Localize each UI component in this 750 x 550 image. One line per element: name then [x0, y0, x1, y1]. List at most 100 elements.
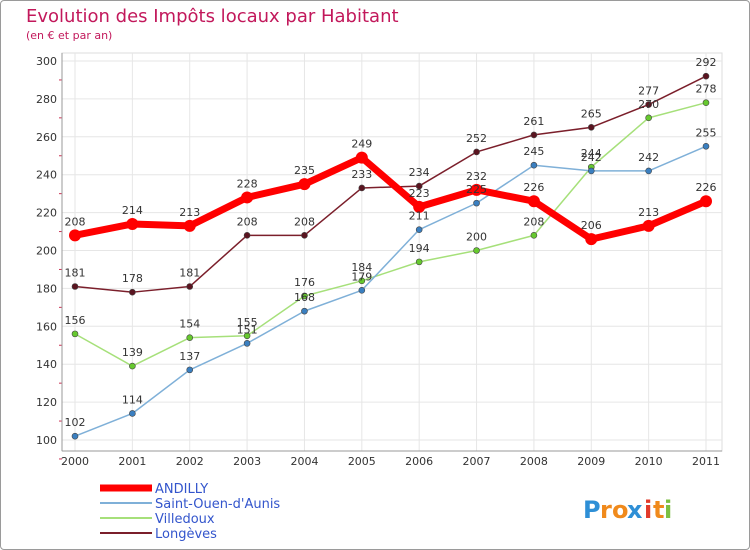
- data-label-villedoux: 139: [122, 346, 143, 359]
- x-tick-label: 2001: [118, 455, 146, 468]
- data-point-villedoux: [702, 99, 710, 106]
- data-point-saint-ouen-d-aunis: [702, 142, 710, 150]
- data-point-villedoux: [415, 258, 423, 266]
- series-line-saint-ouen-d-aunis: [74, 145, 707, 437]
- data-label-saint-ouen-d-aunis: 151: [237, 323, 258, 336]
- data-point-andilly: [642, 219, 655, 232]
- data-label-long-ves: 178: [122, 272, 143, 285]
- data-point-saint-ouen-d-aunis: [473, 199, 480, 207]
- data-point-villedoux: [358, 277, 366, 285]
- chart-subtitle: (en € et par an): [26, 29, 112, 42]
- x-tick-label: 2011: [692, 455, 720, 468]
- data-labels: 181 178 181 208 208 233 234 252 261 265 277 292 156 1…: [65, 56, 717, 429]
- y-tick-label: 300: [36, 55, 57, 68]
- data-point-villedoux: [71, 330, 79, 338]
- data-point-andilly: [413, 200, 426, 213]
- data-point-andilly: [183, 219, 196, 232]
- data-label-long-ves: 181: [179, 267, 200, 280]
- data-label-andilly: 228: [237, 177, 258, 190]
- data-point-villedoux: [129, 362, 136, 370]
- data-point-andilly: [126, 217, 139, 230]
- data-point-long-ves: [587, 124, 595, 131]
- data-point-long-ves: [358, 184, 366, 192]
- x-tick-label: 2004: [290, 455, 318, 468]
- y-tick-label: 280: [36, 93, 57, 106]
- data-point-saint-ouen-d-aunis: [415, 226, 423, 233]
- data-point-andilly: [298, 178, 311, 191]
- data-label-villedoux: 200: [466, 231, 487, 244]
- data-point-long-ves: [186, 283, 194, 290]
- y-tick-label: 140: [36, 358, 57, 371]
- x-tick-label: 2002: [176, 455, 204, 468]
- data-point-villedoux: [645, 114, 652, 122]
- data-label-long-ves: 208: [237, 215, 258, 228]
- data-label-villedoux: 208: [523, 215, 544, 228]
- x-tick-label: 2006: [405, 455, 433, 468]
- data-point-saint-ouen-d-aunis: [71, 432, 79, 440]
- logo-letter: o: [612, 496, 629, 524]
- data-label-saint-ouen-d-aunis: 225: [466, 183, 487, 196]
- data-point-saint-ouen-d-aunis: [301, 307, 308, 315]
- x-tick-label: 2005: [348, 455, 376, 468]
- data-label-saint-ouen-d-aunis: 242: [581, 151, 602, 164]
- y-tick-label: 160: [36, 320, 57, 333]
- legend: ANDILLYSaint-Ouen-d'AunisVilledouxLongèv…: [100, 482, 280, 542]
- data-point-saint-ouen-d-aunis: [645, 167, 652, 175]
- data-label-villedoux: 278: [696, 83, 717, 96]
- data-point-saint-ouen-d-aunis: [587, 167, 595, 175]
- data-point-long-ves: [473, 148, 480, 156]
- data-label-andilly: 208: [65, 215, 86, 228]
- data-point-andilly: [700, 195, 712, 208]
- data-label-saint-ouen-d-aunis: 168: [294, 291, 315, 304]
- data-label-andilly: 226: [696, 181, 717, 194]
- data-label-andilly: 226: [523, 181, 544, 194]
- data-label-andilly: 213: [638, 206, 659, 219]
- logo-letter: r: [600, 496, 612, 524]
- x-tick-label: 2007: [463, 455, 491, 468]
- data-label-andilly: 213: [179, 206, 200, 219]
- data-label-saint-ouen-d-aunis: 179: [351, 270, 372, 283]
- data-point-long-ves: [71, 283, 79, 290]
- data-point-villedoux: [186, 334, 194, 341]
- logo-letter: i: [644, 496, 652, 524]
- data-label-long-ves: 234: [409, 166, 430, 179]
- grid: [62, 53, 722, 451]
- data-point-long-ves: [415, 182, 423, 190]
- logo-letter: i: [664, 496, 672, 524]
- data-label-andilly: 214: [122, 204, 143, 217]
- data-label-long-ves: 277: [638, 85, 659, 98]
- x-tick-label: 2000: [61, 455, 89, 468]
- logo-letter: x: [627, 496, 643, 524]
- data-point-andilly: [527, 195, 540, 208]
- data-point-saint-ouen-d-aunis: [129, 410, 136, 417]
- data-point-long-ves: [530, 131, 538, 139]
- data-point-villedoux: [301, 292, 308, 300]
- series-line-long-ves: [74, 75, 707, 293]
- data-point-andilly: [355, 151, 368, 164]
- y-tick-label: 100: [36, 434, 57, 447]
- data-point-villedoux: [473, 247, 480, 254]
- data-label-long-ves: 265: [581, 107, 602, 120]
- data-point-long-ves: [702, 72, 710, 80]
- y-tick-label: 220: [36, 207, 57, 220]
- data-label-andilly: 249: [351, 138, 372, 151]
- data-label-andilly: 232: [466, 170, 487, 183]
- data-label-saint-ouen-d-aunis: 114: [122, 393, 143, 406]
- data-label-villedoux: 156: [65, 314, 86, 327]
- data-label-villedoux: 270: [638, 98, 659, 111]
- data-label-villedoux: 184: [351, 261, 372, 274]
- data-label-villedoux: 194: [409, 242, 430, 255]
- legend-label: Saint-Ouen-d'Aunis: [155, 497, 280, 512]
- data-label-long-ves: 233: [351, 168, 372, 181]
- series-layer: [69, 72, 712, 440]
- data-label-saint-ouen-d-aunis: 102: [65, 416, 86, 429]
- x-tick-label: 2008: [520, 455, 548, 468]
- data-label-long-ves: 208: [294, 215, 315, 228]
- logo-letter: t: [653, 496, 664, 524]
- axes: 100 120 140 160 180 200 220 240 260 280 300 2000 200…: [36, 53, 722, 468]
- data-point-andilly: [585, 233, 598, 246]
- data-point-saint-ouen-d-aunis: [243, 340, 251, 347]
- data-label-saint-ouen-d-aunis: 211: [409, 210, 430, 223]
- data-label-long-ves: 261: [523, 115, 544, 128]
